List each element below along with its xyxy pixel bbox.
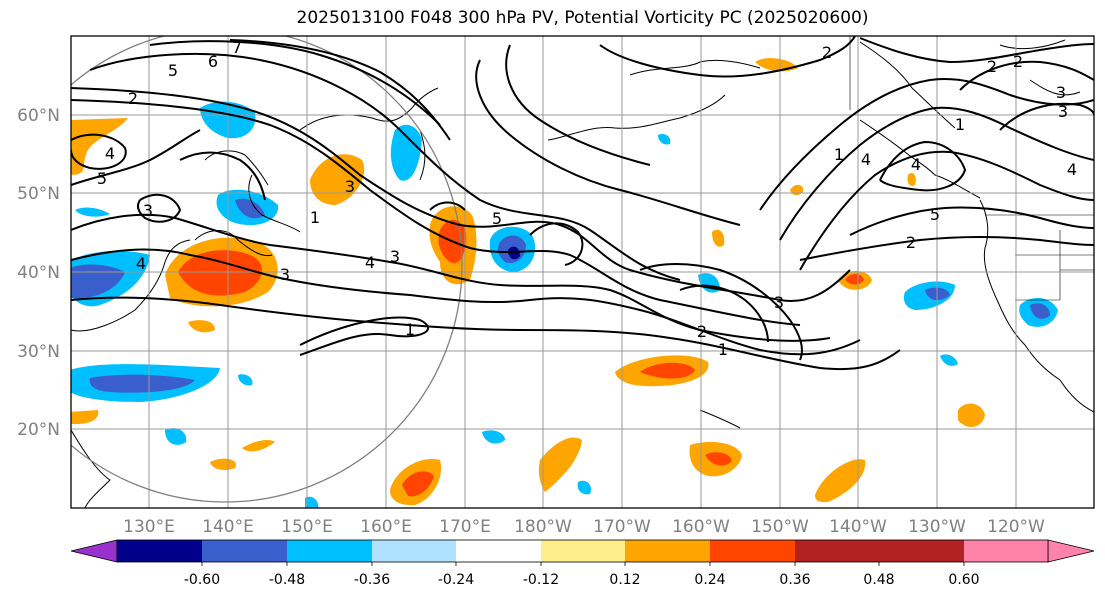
colorbar-segment (541, 540, 625, 562)
colorbar-segment (879, 540, 964, 562)
lat-label-50n: 50°N (17, 184, 60, 204)
colorbar-extend-min (70, 539, 118, 563)
contour-label: 2 (128, 89, 138, 108)
contour-label: 3 (390, 247, 400, 266)
colorbar-outline (116, 539, 1049, 563)
contour-label: 2 (697, 322, 707, 341)
lon-label: 150°E (281, 517, 333, 537)
contour-label: 4 (861, 150, 871, 169)
colorbar-tick-label: 0.60 (948, 572, 979, 588)
map-title: 2025013100 F048 300 hPa PV, Potential Vo… (296, 8, 869, 28)
lon-label: 150°W (751, 517, 809, 537)
colorbar-segment (964, 540, 1048, 562)
contour-label: 1 (834, 145, 844, 164)
contour-label: 2 (987, 57, 997, 76)
lat-label-20n: 20°N (17, 420, 60, 440)
contour-label: 5 (492, 209, 502, 228)
lat-label-30n: 30°N (17, 342, 60, 362)
contour-label: 4 (911, 155, 921, 174)
colorbar: -0.60 -0.48 -0.36 -0.24 -0.12 0.12 0.24 … (70, 539, 1095, 588)
lat-label-60n: 60°N (17, 106, 60, 126)
lon-label: 180°W (514, 517, 572, 537)
lon-label: 130°W (908, 517, 966, 537)
range-circle (71, 36, 463, 503)
colorbar-tick-label: 0.48 (863, 572, 894, 588)
contour-label: 3 (1056, 83, 1066, 102)
colorbar-segment (117, 540, 202, 562)
longitude-labels: 130°E 140°E 150°E 160°E 170°E 180°W 170°… (123, 517, 1045, 537)
colorbar-tick-label: 0.12 (609, 572, 640, 588)
colorbar-tick-label: 0.24 (694, 572, 725, 588)
map-content (71, 36, 1094, 508)
colorbar-segment (287, 540, 372, 562)
colorbar-extend-max (1047, 539, 1095, 563)
latitude-labels: 60°N 50°N 40°N 30°N 20°N (17, 106, 60, 440)
colorbar-tick-label: -0.48 (269, 572, 305, 588)
contour-label: 1 (405, 320, 415, 339)
contour-label: 1 (955, 115, 965, 134)
contour-label: 5 (97, 169, 107, 188)
colorbar-segment (795, 540, 879, 562)
lon-label: 160°W (672, 517, 730, 537)
colorbar-segment (710, 540, 795, 562)
colorbar-tick-label: -0.36 (354, 572, 390, 588)
contour-label: 4 (105, 144, 115, 163)
contour-label: 7 (232, 38, 242, 57)
lon-label: 130°E (123, 517, 175, 537)
contour-label: 2 (822, 43, 832, 62)
negative-anomalies (71, 101, 1058, 508)
colorbar-segment (456, 540, 541, 562)
contour-label: 1 (310, 208, 320, 227)
lon-label: 160°E (360, 517, 412, 537)
colorbar-tick-label: -0.24 (438, 572, 474, 588)
contour-label: 5 (168, 61, 178, 80)
contour-label: 3 (774, 293, 784, 312)
contour-label: 3 (1058, 102, 1068, 121)
contour-label: 3 (345, 177, 355, 196)
colorbar-tick-label: -0.12 (523, 572, 559, 588)
lon-label: 170°W (593, 517, 651, 537)
contour-label: 5 (930, 205, 940, 224)
lon-label: 120°W (987, 517, 1045, 537)
lon-label: 140°E (202, 517, 254, 537)
contour-label: 3 (143, 201, 153, 220)
contour-label: 4 (365, 253, 375, 272)
lat-label-40n: 40°N (17, 263, 60, 283)
map-frame (70, 35, 1095, 509)
colorbar-segment (625, 540, 710, 562)
contour-label: 2 (1013, 52, 1023, 71)
contour-label: 2 (906, 233, 916, 252)
lon-label: 170°E (439, 517, 491, 537)
contour-label: 1 (718, 340, 728, 359)
colorbar-segment (202, 540, 287, 562)
coastlines (71, 39, 1094, 508)
contour-labels: 7 6 5 2 4 5 3 4 3 1 3 4 3 1 5 2 3 2 1 1 … (97, 38, 1077, 359)
colorbar-tick-label: -0.60 (184, 572, 220, 588)
gridlines (71, 36, 1094, 508)
contour-label: 3 (280, 265, 290, 284)
pv-contours (71, 36, 1094, 371)
colorbar-segment (372, 540, 456, 562)
contour-label: 4 (136, 254, 146, 273)
contour-label: 6 (208, 52, 218, 71)
lon-label: 140°W (829, 517, 887, 537)
colorbar-tick-label: 0.36 (779, 572, 810, 588)
contour-label: 4 (1067, 160, 1077, 179)
